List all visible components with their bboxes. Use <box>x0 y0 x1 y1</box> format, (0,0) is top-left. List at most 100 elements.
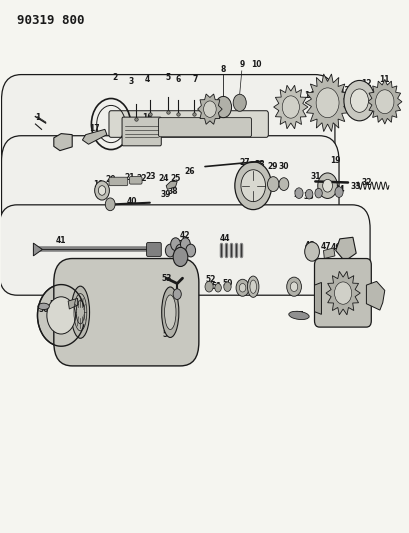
Circle shape <box>165 244 175 257</box>
FancyBboxPatch shape <box>314 259 371 327</box>
Text: 51: 51 <box>211 282 221 291</box>
Circle shape <box>294 188 302 198</box>
Circle shape <box>334 282 351 304</box>
FancyBboxPatch shape <box>2 136 338 235</box>
Text: 41: 41 <box>56 237 66 246</box>
Text: 8: 8 <box>220 66 225 74</box>
Text: 47: 47 <box>319 242 330 251</box>
Text: 31: 31 <box>310 172 321 181</box>
Circle shape <box>375 90 393 114</box>
Circle shape <box>281 96 299 118</box>
Text: 13: 13 <box>338 85 348 94</box>
Text: 2: 2 <box>112 73 117 82</box>
Circle shape <box>278 177 288 190</box>
Text: 14: 14 <box>303 91 314 100</box>
Text: 15: 15 <box>211 113 222 122</box>
Polygon shape <box>325 271 360 315</box>
Text: 39: 39 <box>160 190 171 199</box>
Circle shape <box>305 189 312 199</box>
Circle shape <box>267 176 278 191</box>
Text: 29: 29 <box>267 162 277 171</box>
Circle shape <box>180 238 190 251</box>
Text: 7: 7 <box>192 75 197 84</box>
Polygon shape <box>82 130 107 144</box>
Circle shape <box>173 247 187 266</box>
Polygon shape <box>323 248 334 259</box>
FancyBboxPatch shape <box>109 111 267 138</box>
Text: 18: 18 <box>58 135 69 144</box>
Text: 30: 30 <box>278 162 288 171</box>
Polygon shape <box>54 134 72 151</box>
Text: 60: 60 <box>288 280 299 289</box>
Ellipse shape <box>161 287 178 337</box>
Ellipse shape <box>71 286 89 338</box>
Text: 19: 19 <box>93 180 104 189</box>
Text: 59: 59 <box>237 282 247 291</box>
Circle shape <box>233 94 246 111</box>
Text: 24: 24 <box>158 174 168 183</box>
Circle shape <box>315 88 338 118</box>
Text: 4: 4 <box>145 75 150 84</box>
Text: 48: 48 <box>304 241 315 250</box>
Text: 43: 43 <box>173 240 183 249</box>
FancyBboxPatch shape <box>54 259 198 366</box>
Circle shape <box>343 80 374 121</box>
Text: 55: 55 <box>49 300 60 309</box>
Polygon shape <box>366 281 384 310</box>
Text: 58: 58 <box>162 330 172 339</box>
Ellipse shape <box>288 311 308 320</box>
Circle shape <box>47 297 75 334</box>
Circle shape <box>215 96 231 118</box>
Polygon shape <box>273 85 307 129</box>
Circle shape <box>290 282 297 292</box>
Polygon shape <box>304 74 349 132</box>
Polygon shape <box>367 79 401 124</box>
Text: 23: 23 <box>146 172 156 181</box>
Text: 1: 1 <box>35 113 40 122</box>
Polygon shape <box>61 306 86 325</box>
Circle shape <box>204 281 213 292</box>
Text: 9: 9 <box>239 60 245 69</box>
Text: 25: 25 <box>293 190 303 199</box>
Circle shape <box>234 162 271 209</box>
Circle shape <box>185 244 195 257</box>
Text: 21: 21 <box>124 173 134 182</box>
Text: 52: 52 <box>205 275 216 284</box>
Text: 11: 11 <box>379 75 389 84</box>
Text: 27: 27 <box>239 158 250 167</box>
Text: 12: 12 <box>360 78 371 87</box>
Circle shape <box>304 242 319 261</box>
Ellipse shape <box>249 280 256 293</box>
Text: 37: 37 <box>239 182 250 191</box>
Text: 26: 26 <box>184 167 194 176</box>
FancyBboxPatch shape <box>146 243 161 256</box>
Text: 19: 19 <box>330 156 340 165</box>
Circle shape <box>240 169 265 201</box>
Text: 28: 28 <box>254 160 265 169</box>
Text: 6: 6 <box>175 75 181 84</box>
Ellipse shape <box>247 276 258 297</box>
Text: 56: 56 <box>38 304 49 313</box>
Text: 32: 32 <box>360 178 371 187</box>
Text: 35: 35 <box>313 189 324 198</box>
Text: 54: 54 <box>67 300 77 309</box>
Circle shape <box>175 244 185 257</box>
Text: 67: 67 <box>293 311 303 320</box>
Text: 53: 53 <box>161 273 171 282</box>
Ellipse shape <box>38 303 49 310</box>
Polygon shape <box>197 94 222 124</box>
Circle shape <box>322 179 332 192</box>
Text: 20: 20 <box>106 175 116 184</box>
Text: 49: 49 <box>246 278 256 287</box>
Text: 10: 10 <box>250 60 261 69</box>
Circle shape <box>317 173 337 198</box>
Circle shape <box>286 277 301 296</box>
Circle shape <box>173 289 181 300</box>
Circle shape <box>203 101 216 117</box>
Text: 57: 57 <box>76 327 87 336</box>
Text: 5: 5 <box>165 73 171 82</box>
Text: 38: 38 <box>167 187 178 196</box>
Text: 36: 36 <box>303 192 314 201</box>
Circle shape <box>98 185 106 195</box>
Text: 44: 44 <box>219 235 229 244</box>
